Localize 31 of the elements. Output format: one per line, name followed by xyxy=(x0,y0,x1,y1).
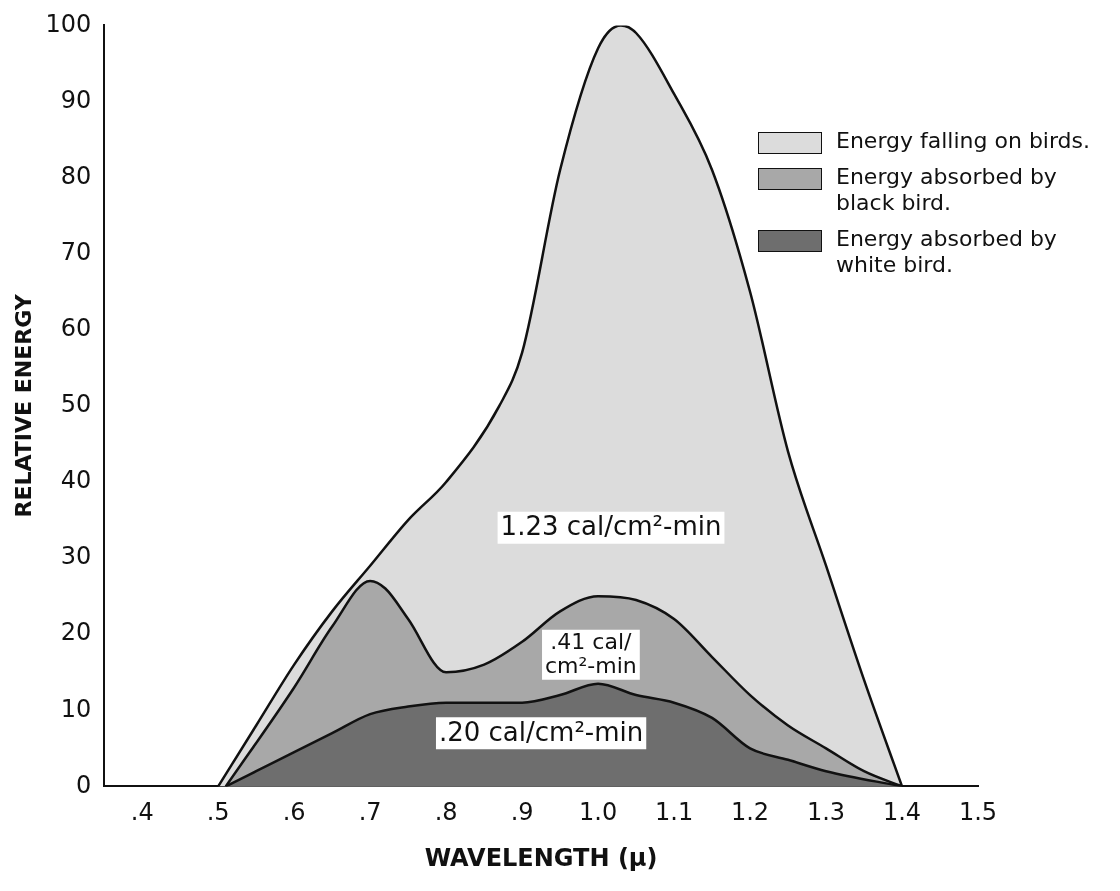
annotation: .20 cal/cm²-min xyxy=(438,716,644,747)
annotation: 1.23 cal/cm²-min xyxy=(500,511,722,542)
legend-label: Energy absorbed by white bird. xyxy=(836,226,1058,278)
x-tick-label: 1.4 xyxy=(882,798,922,827)
x-tick-label: 1.0 xyxy=(579,798,618,827)
y-tick-label: 40 xyxy=(60,466,92,495)
x-tick-label: .4 xyxy=(130,798,154,827)
y-tick-label: 10 xyxy=(60,694,92,723)
y-tick-label: 100 xyxy=(45,9,92,38)
y-tick-label: 30 xyxy=(60,542,92,571)
annotation: .41 cal/ cm²-min xyxy=(545,629,637,679)
y-tick-label: 80 xyxy=(60,161,92,190)
x-tick-label: .6 xyxy=(282,798,306,827)
x-tick-label: .8 xyxy=(434,798,458,827)
x-tick-label: 1.1 xyxy=(654,798,694,827)
legend-label: Energy absorbed by black bird. xyxy=(836,164,1058,216)
y-axis-title: RELATIVE ENERGY xyxy=(10,293,36,518)
y-tick-label: 60 xyxy=(60,314,92,343)
x-tick-label: .9 xyxy=(510,798,534,827)
y-tick-label: 70 xyxy=(60,237,92,266)
x-axis-title: WAVELENGTH (μ) xyxy=(424,843,658,872)
x-tick-label: 1.3 xyxy=(806,798,846,827)
legend-label: Energy falling on birds. xyxy=(836,128,1091,154)
y-tick-label: 20 xyxy=(60,618,92,647)
x-tick-label: 1.2 xyxy=(730,798,770,827)
x-tick-label: .7 xyxy=(358,798,382,827)
y-tick-label: 50 xyxy=(60,390,92,419)
x-tick-label: .5 xyxy=(206,798,230,827)
y-tick-label: 0 xyxy=(75,770,92,799)
x-tick-label: 1.5 xyxy=(958,798,998,827)
y-tick-label: 90 xyxy=(60,85,92,114)
